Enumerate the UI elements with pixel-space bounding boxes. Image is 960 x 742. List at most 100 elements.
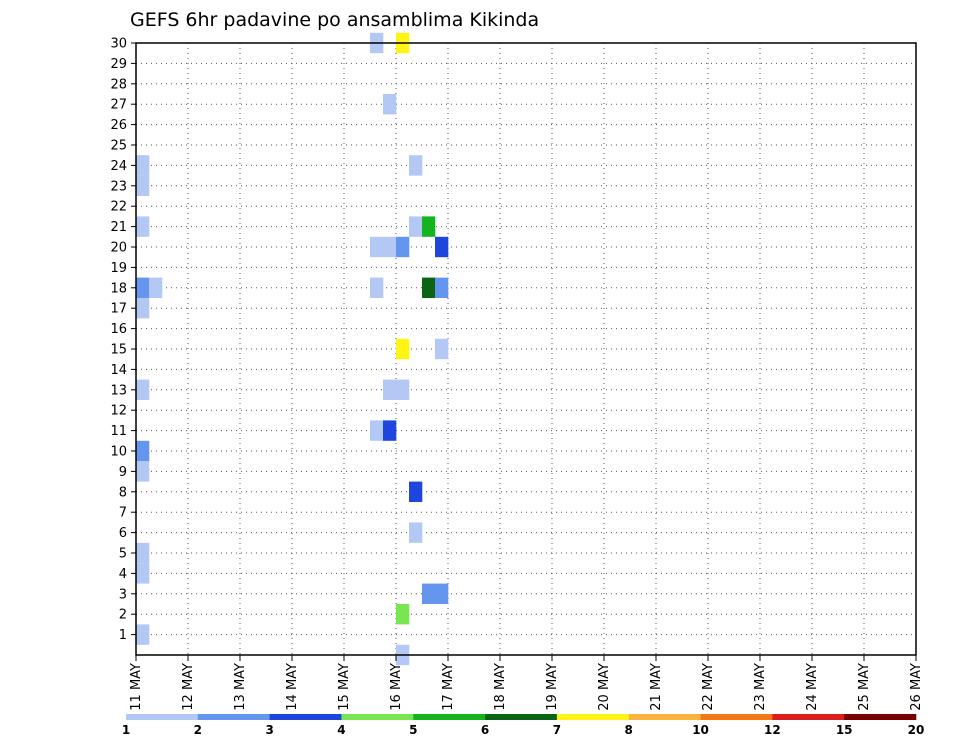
precip-cell — [383, 379, 397, 400]
colorbar-label: 15 — [836, 723, 853, 737]
x-tick-label: 22 MAY — [701, 663, 716, 711]
colorbar-swatch — [413, 714, 486, 720]
x-tick-label: 14 MAY — [285, 663, 300, 711]
x-tick-label: 18 MAY — [493, 663, 508, 711]
colorbar-label: 4 — [337, 723, 345, 737]
precip-cell — [396, 604, 410, 625]
colorbar-swatch — [772, 714, 845, 720]
y-tick-label: 14 — [110, 363, 127, 378]
y-tick-label: 1 — [119, 628, 127, 643]
y-tick-label: 19 — [110, 261, 127, 276]
precip-cell — [136, 563, 150, 584]
precip-cell — [370, 277, 384, 298]
y-tick-label: 3 — [119, 587, 127, 602]
colorbar-swatch — [844, 714, 917, 720]
y-tick-label: 20 — [110, 241, 127, 256]
colorbar-legend: 1 2 3 4 5 6 7 8 10 12 15 20 — [122, 714, 924, 737]
y-tick-label: 29 — [110, 57, 127, 72]
x-tick-label: 17 MAY — [441, 663, 456, 711]
precip-cell — [409, 155, 423, 176]
precip-cell — [435, 236, 449, 258]
y-tick-label: 30 — [110, 37, 127, 52]
precip-cell — [396, 338, 410, 360]
colorbar-swatch — [700, 714, 773, 720]
precip-cell — [422, 277, 436, 298]
x-tick-label: 20 MAY — [597, 663, 612, 711]
colorbar-swatch — [628, 714, 701, 720]
colorbar-label: 10 — [692, 723, 709, 737]
y-tick-label: 11 — [110, 424, 127, 439]
precip-cell — [422, 583, 436, 604]
y-tick-label: 7 — [119, 506, 127, 521]
y-tick-label: 5 — [119, 547, 127, 562]
colorbar-label: 3 — [265, 723, 273, 737]
y-tick-label: 27 — [110, 98, 127, 113]
precip-cell — [435, 338, 449, 360]
precip-cell — [136, 298, 150, 319]
precip-cell — [136, 440, 150, 462]
y-tick-label: 17 — [110, 302, 127, 317]
x-tick-label: 12 MAY — [181, 663, 196, 711]
precip-cell — [136, 277, 150, 298]
colorbar-label: 12 — [764, 723, 781, 737]
x-tick-label: 19 MAY — [545, 663, 560, 711]
colorbar-label: 2 — [194, 723, 202, 737]
precip-cell — [409, 522, 423, 543]
x-tick-label: 26 MAY — [909, 663, 924, 711]
precip-cell — [136, 542, 150, 564]
y-tick-label: 28 — [110, 77, 127, 92]
colorbar-swatch — [269, 714, 342, 720]
y-tick-label: 15 — [110, 343, 127, 358]
precip-cell — [136, 175, 150, 196]
precip-cell — [370, 236, 384, 258]
colorbar-label: 6 — [481, 723, 489, 737]
x-tick-label: 16 MAY — [389, 663, 404, 711]
precip-cell — [136, 216, 150, 237]
precip-cell — [422, 216, 436, 237]
colorbar-swatch — [197, 714, 270, 720]
y-tick-label: 9 — [119, 465, 127, 480]
y-tick-label: 10 — [110, 445, 127, 460]
x-tick-label: 23 MAY — [753, 663, 768, 711]
x-tick-label: 15 MAY — [337, 663, 352, 711]
y-tick-label: 2 — [119, 608, 127, 623]
colorbar-swatch — [126, 714, 199, 720]
colorbar-label: 8 — [625, 723, 633, 737]
y-tick-label: 22 — [110, 200, 127, 215]
precip-cell — [136, 461, 150, 482]
y-tick-label: 18 — [110, 281, 127, 296]
precip-cell — [383, 94, 397, 115]
precip-cell — [435, 583, 449, 604]
y-tick-label: 23 — [110, 179, 127, 194]
y-tick-label: 16 — [110, 322, 127, 337]
colorbar-label: 5 — [409, 723, 417, 737]
precip-cell — [383, 420, 397, 441]
precip-cell — [136, 379, 150, 400]
x-tick-label: 21 MAY — [649, 663, 664, 711]
colorbar-swatch — [556, 714, 630, 720]
x-tick-label: 11 MAY — [129, 663, 144, 711]
colorbar-swatch — [485, 714, 558, 720]
precip-cell — [435, 277, 449, 298]
precip-cells — [136, 32, 449, 666]
precip-cell — [149, 277, 163, 298]
y-tick-label: 25 — [110, 139, 127, 154]
colorbar-label: 1 — [122, 723, 130, 737]
colorbar-swatch — [341, 714, 414, 720]
precip-cell — [409, 216, 423, 237]
x-tick-label: 25 MAY — [857, 663, 872, 711]
y-tick-label: 8 — [119, 485, 127, 500]
x-axis: 11 MAY 12 MAY 13 MAY 14 MAY 15 MAY 16 MAY 17 M… — [129, 655, 924, 711]
precip-cell — [383, 236, 397, 258]
precip-cell — [370, 420, 384, 441]
y-tick-label: 13 — [110, 383, 127, 398]
colorbar-label: 7 — [553, 723, 561, 737]
x-tick-label: 24 MAY — [805, 663, 820, 711]
y-tick-label: 6 — [119, 526, 127, 541]
chart-title: GEFS 6hr padavine po ansamblima Kikinda — [130, 9, 539, 31]
precip-cell — [396, 236, 410, 258]
x-tick-label: 13 MAY — [233, 663, 248, 711]
precip-cell — [136, 155, 150, 176]
precip-cell — [409, 481, 423, 502]
